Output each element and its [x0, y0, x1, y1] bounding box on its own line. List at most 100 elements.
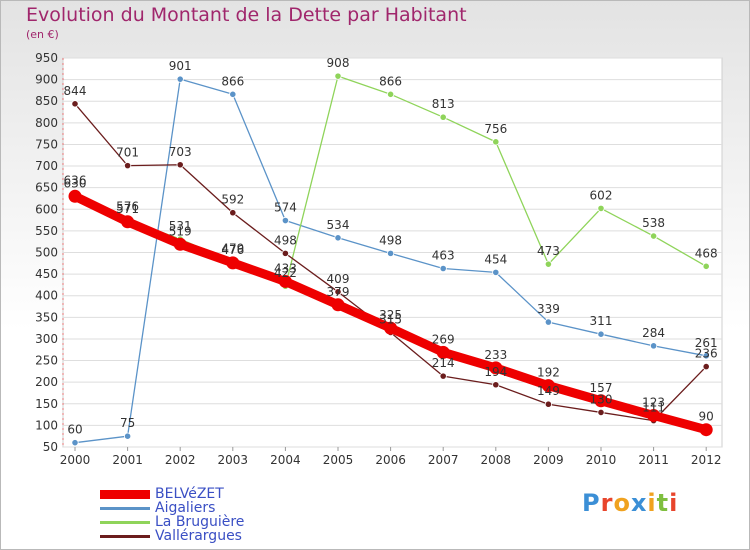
- data-point: [544, 318, 553, 326]
- data-point: [699, 423, 713, 437]
- data-label: 498: [379, 233, 402, 247]
- data-point: [384, 321, 398, 335]
- data-label: 574: [274, 201, 297, 215]
- data-point: [492, 268, 500, 276]
- data-point: [173, 237, 187, 251]
- x-tick-label: 2009: [533, 453, 564, 467]
- data-label: 111: [642, 401, 665, 415]
- data-point: [334, 288, 342, 296]
- data-point: [124, 432, 132, 440]
- data-label: 908: [327, 56, 350, 70]
- proxiti-logo: Proxiti: [582, 489, 679, 517]
- data-point: [702, 352, 710, 360]
- data-label: 463: [432, 248, 455, 262]
- data-point: [702, 363, 710, 371]
- chart-subtitle: (en €): [26, 28, 59, 41]
- y-tick-label: 850: [35, 94, 58, 108]
- data-point: [702, 262, 710, 270]
- y-tick-label: 600: [35, 202, 58, 216]
- data-label: 214: [432, 356, 455, 370]
- data-label: 236: [695, 347, 718, 361]
- data-label: 534: [327, 218, 350, 232]
- data-point: [489, 361, 503, 375]
- legend-label: Vallérargues: [155, 528, 242, 544]
- data-label: 538: [642, 216, 665, 230]
- data-point: [597, 204, 605, 213]
- data-label: 813: [432, 97, 455, 111]
- data-label: 844: [64, 84, 87, 98]
- data-label: 630: [64, 176, 87, 190]
- data-label: 409: [327, 272, 350, 286]
- data-point: [492, 138, 500, 146]
- data-label: 468: [695, 246, 718, 260]
- y-tick-label: 450: [35, 267, 58, 281]
- x-tick-label: 2003: [218, 453, 249, 467]
- data-point: [386, 90, 395, 98]
- data-label: 149: [537, 384, 560, 398]
- data-point: [436, 345, 450, 359]
- x-tick-label: 2002: [165, 453, 196, 467]
- data-label: 592: [221, 193, 244, 207]
- y-tick-label: 500: [35, 246, 58, 260]
- y-tick-label: 250: [35, 354, 58, 368]
- data-label: 123: [642, 395, 665, 409]
- data-label: 311: [590, 314, 613, 328]
- data-label: 901: [169, 59, 192, 73]
- data-label: 261: [695, 336, 718, 350]
- data-label: 476: [221, 243, 244, 257]
- data-label: 473: [537, 244, 560, 258]
- data-point: [229, 90, 237, 98]
- y-tick-label: 100: [35, 418, 58, 432]
- data-label: 479: [221, 242, 244, 256]
- data-point: [124, 162, 132, 170]
- x-tick-label: 2006: [375, 453, 406, 467]
- data-label: 130: [590, 392, 613, 406]
- data-point: [492, 381, 500, 389]
- x-tick-label: 2007: [428, 453, 459, 467]
- x-tick-label: 2011: [638, 453, 669, 467]
- data-label: 519: [169, 224, 192, 238]
- y-tick-label: 650: [35, 181, 58, 195]
- x-tick-label: 2012: [691, 453, 722, 467]
- data-point: [121, 215, 135, 229]
- data-label: 571: [116, 202, 139, 216]
- data-point: [176, 75, 184, 83]
- data-point: [281, 216, 289, 225]
- data-label: 90: [699, 410, 714, 424]
- chart-title: Evolution du Montant de la Dette par Hab…: [26, 4, 467, 26]
- x-tick-label: 2008: [481, 453, 512, 467]
- data-label: 756: [484, 122, 507, 136]
- data-label: 602: [590, 188, 613, 202]
- series-belv-zet: [68, 189, 713, 437]
- data-label: 701: [116, 146, 139, 160]
- data-label: 866: [221, 74, 244, 88]
- data-point: [281, 249, 289, 257]
- legend-label: La Bruguière: [155, 514, 245, 530]
- y-tick-label: 300: [35, 332, 58, 346]
- y-tick-label: 900: [35, 73, 58, 87]
- data-label: 315: [379, 312, 402, 326]
- y-tick-label: 200: [35, 375, 58, 389]
- data-label: 269: [432, 332, 455, 346]
- x-tick-label: 2001: [112, 453, 143, 467]
- data-label: 284: [642, 326, 665, 340]
- data-point: [386, 249, 395, 257]
- y-tick-label: 150: [35, 397, 58, 411]
- data-point: [439, 264, 447, 273]
- y-tick-label: 400: [35, 289, 58, 303]
- x-tick-label: 2000: [60, 453, 91, 467]
- y-tick-label: 950: [35, 51, 58, 65]
- y-tick-label: 350: [35, 310, 58, 324]
- legend-swatch: [100, 490, 150, 499]
- data-label: 75: [120, 416, 135, 430]
- data-label: 498: [274, 233, 297, 247]
- data-point: [334, 72, 342, 80]
- data-label: 60: [67, 423, 82, 437]
- data-label: 433: [274, 261, 297, 275]
- data-label: 636: [64, 174, 87, 188]
- data-point: [597, 408, 605, 417]
- data-point: [71, 100, 79, 108]
- legend-label: BELVéZET: [155, 486, 224, 502]
- x-tick-label: 2004: [270, 453, 301, 467]
